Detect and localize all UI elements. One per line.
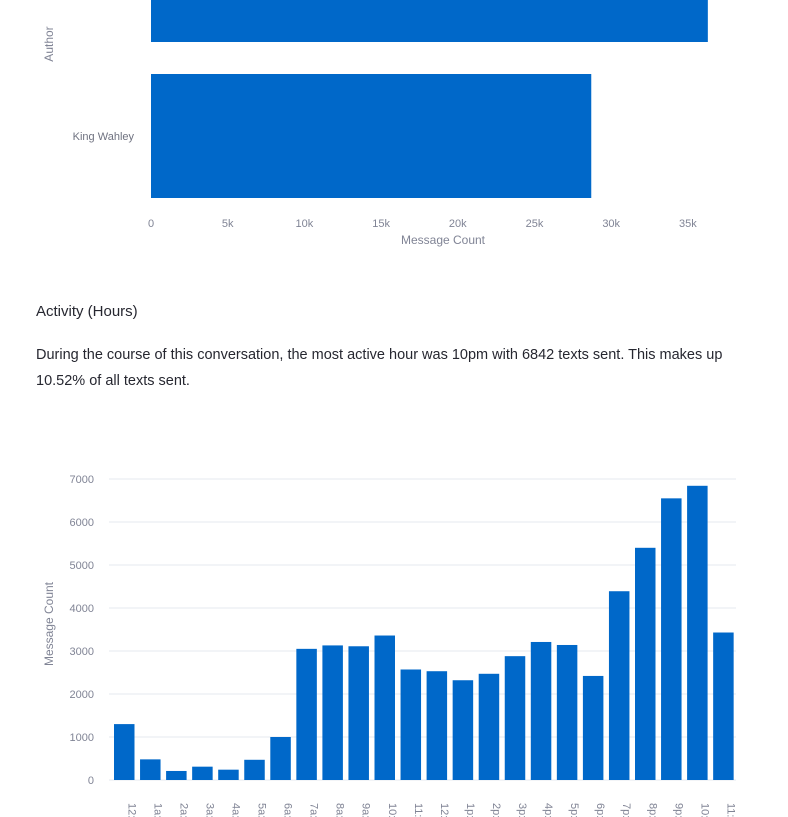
- hours-x-axis-labels: 12: 1a: 2a: 3a: 4a: 5a: 6a: 7a: 8a: 9a: 10: 11: 12: 1…: [125, 803, 736, 817]
- author-category-labels: King Wahley: [73, 131, 135, 143]
- author-x-tick-label: 15k: [372, 218, 390, 230]
- author-category-label: King Wahley: [73, 131, 135, 143]
- author-x-tick-label: 20k: [449, 218, 467, 230]
- hours-x-tick-label: 1p:: [464, 803, 476, 817]
- hours-bar: [504, 656, 526, 780]
- hours-bar: [166, 770, 187, 780]
- author-x-axis-title: Message Count: [401, 233, 486, 247]
- hours-x-tick-label: 8a:: [334, 803, 346, 817]
- author-x-tick-label: 35k: [679, 218, 697, 230]
- hours-bar: [296, 648, 317, 780]
- hours-x-tick-label: 3a:: [203, 803, 215, 817]
- hours-bar: [556, 644, 578, 780]
- hours-bar: [530, 641, 552, 780]
- author-bar-chart: King Wahley 0 5k 10k 15k 20k 25k 30k 35k Messag…: [42, 0, 708, 247]
- hours-x-tick-label: 12:: [125, 803, 137, 817]
- hours-bar: [713, 632, 734, 780]
- hours-bar: [348, 646, 369, 780]
- hours-x-tick-label: 4a:: [229, 803, 241, 817]
- hours-bar: [140, 759, 161, 780]
- hours-bar: [608, 591, 630, 780]
- hours-bar: [426, 671, 448, 780]
- hours-x-tick-label: 5p:: [568, 803, 580, 817]
- hours-x-tick-label: 8p:: [646, 803, 658, 817]
- hours-x-tick-label: 12:: [438, 803, 450, 817]
- hours-y-axis-title: Message Count: [42, 581, 56, 666]
- hours-x-tick-label: 7a:: [308, 803, 320, 817]
- author-bars: [151, 0, 708, 198]
- hours-x-tick-label: 11:: [724, 803, 736, 817]
- author-x-tick-label: 25k: [526, 218, 544, 230]
- hours-y-tick-label: 7000: [70, 474, 94, 486]
- author-x-tick-label: 10k: [296, 218, 314, 230]
- hours-x-tick-label: 9a:: [360, 803, 372, 817]
- author-x-axis-ticks: 0 5k 10k 15k 20k 25k 30k 35k: [148, 218, 697, 230]
- hours-x-tick-label: 6a:: [282, 803, 294, 817]
- hours-bar: [661, 498, 682, 780]
- hours-x-tick-label: 3p:: [516, 803, 528, 817]
- hours-x-tick-label: 11:: [412, 803, 424, 817]
- hours-bar: [270, 737, 291, 780]
- hours-x-tick-label: 7p:: [620, 803, 632, 817]
- author-x-tick-label: 0: [148, 218, 154, 230]
- hours-bar: [582, 675, 604, 780]
- hours-x-tick-label: 5a:: [256, 803, 268, 817]
- hours-bar: [244, 759, 265, 780]
- hours-bar: [322, 645, 343, 780]
- hours-bar: [192, 766, 213, 780]
- hours-y-tick-label: 3000: [70, 646, 94, 658]
- hours-bar: [218, 769, 239, 780]
- hours-x-tick-label: 4p:: [542, 803, 554, 817]
- author-bar: [151, 0, 708, 42]
- hours-bar: [374, 635, 395, 780]
- hours-y-tick-label: 6000: [70, 517, 94, 529]
- hours-y-tick-label: 2000: [70, 689, 94, 701]
- hours-bar: [478, 673, 500, 780]
- hours-bar: [452, 680, 474, 780]
- author-x-tick-label: 5k: [222, 218, 234, 230]
- hours-bar: [635, 547, 656, 780]
- hours-x-tick-label: 1a:: [151, 803, 163, 817]
- hours-x-tick-label: 10:: [698, 803, 710, 817]
- hours-bars: [114, 485, 734, 780]
- hours-x-tick-label: 6p:: [594, 803, 606, 817]
- author-bar: [151, 74, 592, 198]
- hours-bar: [687, 485, 708, 780]
- hours-x-tick-label: 9p:: [672, 803, 684, 817]
- hours-gridlines: [109, 478, 736, 781]
- hours-bar-chart: 0 1000 2000 3000 4000 5000 6000 7000 12: 1a: 2a: 3…: [42, 474, 736, 817]
- hours-y-axis-ticks: 0 1000 2000 3000 4000 5000 6000 7000: [70, 474, 94, 787]
- author-y-axis-title: Author: [42, 26, 56, 61]
- hours-x-tick-label: 2a:: [177, 803, 189, 817]
- hours-y-tick-label: 4000: [70, 603, 94, 615]
- summary-text: During the course of this conversation, …: [36, 347, 723, 389]
- hours-y-tick-label: 1000: [70, 732, 94, 744]
- author-x-tick-label: 30k: [602, 218, 620, 230]
- hours-bar: [400, 669, 422, 780]
- hours-x-tick-label: 10:: [386, 803, 398, 817]
- section-heading: Activity (Hours): [36, 303, 138, 320]
- hours-y-tick-label: 5000: [70, 560, 94, 572]
- hours-bar: [114, 724, 135, 780]
- hours-x-tick-label: 2p:: [490, 803, 502, 817]
- hours-y-tick-label: 0: [88, 775, 94, 787]
